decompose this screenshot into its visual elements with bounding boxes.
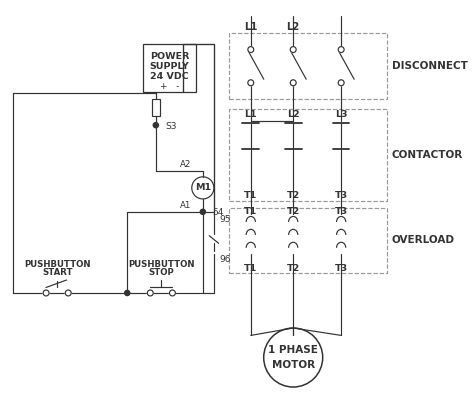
Text: 95: 95: [219, 215, 231, 224]
Circle shape: [248, 47, 254, 52]
Text: 1 PHASE: 1 PHASE: [268, 345, 318, 355]
Circle shape: [125, 290, 130, 296]
Text: T3: T3: [335, 264, 348, 273]
Bar: [143, 44, 196, 92]
Text: PUSHBUTTON: PUSHBUTTON: [128, 260, 195, 269]
Circle shape: [170, 290, 175, 296]
Bar: [152, 100, 160, 116]
Text: +   -: + -: [160, 82, 179, 91]
Circle shape: [200, 209, 205, 215]
Text: PUSHBUTTON: PUSHBUTTON: [24, 260, 91, 269]
Text: OVERLOAD: OVERLOAD: [392, 236, 455, 245]
Text: DISCONNECT: DISCONNECT: [392, 61, 468, 71]
Circle shape: [65, 290, 71, 296]
Text: T3: T3: [335, 207, 348, 216]
Text: 54: 54: [212, 208, 223, 217]
Circle shape: [153, 123, 158, 128]
Text: T2: T2: [287, 191, 300, 200]
Text: CONTACTOR: CONTACTOR: [392, 150, 463, 160]
Circle shape: [338, 47, 344, 52]
Text: T2: T2: [287, 207, 300, 216]
Bar: [228, 33, 387, 100]
Bar: [228, 208, 387, 273]
Text: L1: L1: [244, 22, 257, 32]
Text: L2: L2: [287, 22, 300, 32]
Circle shape: [147, 290, 153, 296]
Text: S3: S3: [165, 122, 176, 131]
Text: A1: A1: [181, 201, 192, 210]
Text: L3: L3: [335, 110, 347, 118]
Circle shape: [290, 47, 296, 52]
Text: POWER: POWER: [150, 52, 189, 61]
Text: STOP: STOP: [148, 268, 174, 277]
Text: SUPPLY: SUPPLY: [150, 62, 190, 71]
Circle shape: [338, 80, 344, 86]
Text: L2: L2: [287, 110, 300, 118]
Text: T1: T1: [244, 207, 257, 216]
Circle shape: [43, 290, 49, 296]
Circle shape: [290, 80, 296, 86]
Text: A2: A2: [181, 160, 192, 169]
Text: T2: T2: [287, 264, 300, 273]
Text: 24 VDC: 24 VDC: [150, 72, 189, 81]
Circle shape: [248, 80, 254, 86]
Bar: [228, 109, 387, 201]
Text: T3: T3: [335, 191, 348, 200]
Text: START: START: [42, 268, 73, 277]
Text: MOTOR: MOTOR: [272, 360, 315, 370]
Text: T1: T1: [244, 191, 257, 200]
Text: 96: 96: [219, 255, 231, 264]
Text: T1: T1: [244, 264, 257, 273]
Text: M1: M1: [195, 184, 211, 192]
Text: L1: L1: [245, 110, 257, 118]
